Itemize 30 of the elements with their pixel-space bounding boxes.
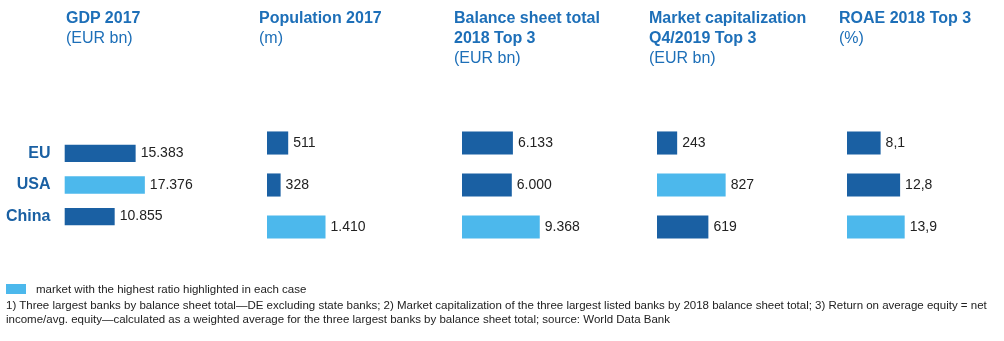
y-tick-label: EU [28,143,51,161]
chart-subtitle: (EUR bn) [66,29,133,46]
data-label: 827 [730,175,755,192]
chart-title: Market capitalization Q4/2019 Top 3 [649,8,808,48]
text: market with the highest ratio highlighted in each case [36,282,307,296]
chart-title: GDP 2017 [66,8,142,28]
data-label: 15.383 [140,144,184,161]
text: 1) Three largest banks by balance sheet total—DE excluding state banks; 2) Market capitalization of the three largest listed banks by 2018 balance sheet total; 3) Return on average equity = net income/avg. equity—calculated as a weighted average for the three largest banks by balance sheet total; source: World Data Bank [6,298,988,326]
chart-subtitle: (EUR bn) [649,49,716,66]
data-label: 12,8 [905,175,933,192]
data-label: 10.855 [119,207,163,224]
y-tick-label: USA [16,175,51,193]
data-label: 243 [682,133,706,150]
chart-subtitle: (EUR bn) [454,49,521,66]
data-label: 6.000 [516,175,553,192]
chart-title: Balance sheet total 2018 Top 3 [454,8,601,48]
data-label: 328 [285,175,310,192]
chart-subtitle: (m) [259,29,283,46]
chart-title: ROAE 2018 Top 3 [839,8,973,28]
data-label: 9.368 [544,217,580,234]
data-label: 13,9 [909,217,938,234]
data-label: 8,1 [885,133,906,150]
data-label: 511 [293,133,316,150]
y-tick-label: China [5,207,51,225]
data-label: 1.410 [330,217,366,234]
chart-subtitle: (%) [839,29,864,46]
data-label: 17.376 [149,175,193,192]
data-label: 619 [713,217,737,234]
data-label: 6.133 [517,133,554,150]
chart-title: Population 2017 [259,8,383,28]
